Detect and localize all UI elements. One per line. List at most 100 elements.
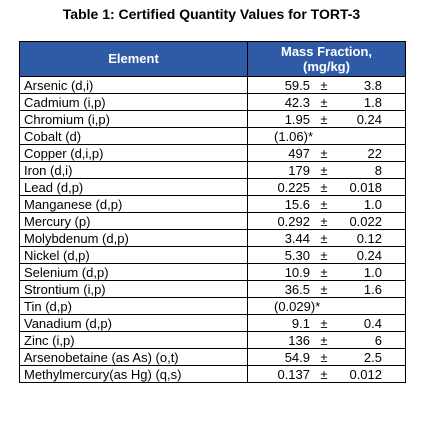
uncertainty-value: 0.24 <box>356 247 382 263</box>
plus-minus-sign: ± <box>320 77 328 93</box>
table-row: Selenium (d,p) 10.9 ±1.0 <box>19 263 406 281</box>
element-name-cell: Lead (d,p) <box>19 178 248 196</box>
mass-fraction-cell: 15.6 ±1.0 <box>247 195 406 213</box>
table-row: Vanadium (d,p) 9.1 ±0.4 <box>19 314 406 332</box>
mass-fraction-cell: 136 ±6 <box>247 331 406 349</box>
mass-fraction-cell: 0.137 ±0.012 <box>247 365 406 383</box>
table-row: Tin (d,p) (0.029)* <box>19 297 406 315</box>
element-name-cell: Vanadium (d,p) <box>19 314 248 332</box>
element-name-cell: Zinc (i,p) <box>19 331 248 349</box>
uncertainty-value: 0.12 <box>356 230 382 246</box>
table-row: Methylmercury(as Hg) (q,s) 0.137 ±0.012 <box>19 365 406 383</box>
mass-fraction-value: 3.44 <box>284 230 310 246</box>
plus-minus-sign: ± <box>320 162 328 178</box>
indicative-value: (0.029)* <box>274 298 321 314</box>
table-row: Molybdenum (d,p) 3.44 ±0.12 <box>19 229 406 247</box>
element-name-cell: Arsenobetaine (as As) (o,t) <box>19 348 248 366</box>
uncertainty-value: 1.0 <box>363 196 382 212</box>
plus-minus-sign: ± <box>320 281 328 297</box>
mass-fraction-value: 0.225 <box>277 179 310 195</box>
mass-fraction-value: 15.6 <box>284 196 310 212</box>
mass-fraction-value: 59.5 <box>284 77 310 93</box>
uncertainty-value: 1.0 <box>363 264 382 280</box>
plus-minus-sign: ± <box>320 315 328 331</box>
plus-minus-sign: ± <box>320 94 328 110</box>
element-name-cell: Mercury (p) <box>19 212 248 230</box>
mass-fraction-cell: 5.30 ±0.24 <box>247 246 406 264</box>
mass-fraction-value: 10.9 <box>284 264 310 280</box>
uncertainty-value: 1.8 <box>363 94 382 110</box>
table-row: Lead (d,p) 0.225 ±0.018 <box>19 178 406 196</box>
table-row: Arsenic (d,i) 59.5 ±3.8 <box>19 76 406 94</box>
plus-minus-sign: ± <box>320 230 328 246</box>
mass-fraction-value: 1.95 <box>284 111 310 127</box>
mass-fraction-cell: 42.3 ±1.8 <box>247 93 406 111</box>
plus-minus-sign: ± <box>320 366 328 382</box>
element-name-cell: Copper (d,i,p) <box>19 144 248 162</box>
mass-fraction-cell: 3.44 ±0.12 <box>247 229 406 247</box>
mass-fraction-cell: 10.9 ±1.0 <box>247 263 406 281</box>
mass-fraction-cell: 9.1 ±0.4 <box>247 314 406 332</box>
table-row: Iron (d,i) 179 ±8 <box>19 161 406 179</box>
uncertainty-value: 8 <box>374 162 382 178</box>
uncertainty-value: 1.6 <box>363 281 382 297</box>
certified-values-table: Element Mass Fraction, (mg/kg) Arsenic (… <box>19 41 406 383</box>
mass-fraction-cell: 59.5 ±3.8 <box>247 76 406 94</box>
uncertainty-value: 6 <box>374 332 382 348</box>
plus-minus-sign: ± <box>320 111 328 127</box>
plus-minus-sign: ± <box>320 179 328 195</box>
mass-fraction-cell: 36.5 ±1.6 <box>247 280 406 298</box>
table-row: Manganese (d,p) 15.6 ±1.0 <box>19 195 406 213</box>
uncertainty-value: 3.8 <box>363 77 382 93</box>
mass-fraction-header-line2: (mg/kg) <box>303 59 350 74</box>
table-row: Arsenobetaine (as As) (o,t) 54.9 ±2.5 <box>19 348 406 366</box>
plus-minus-sign: ± <box>320 349 328 365</box>
element-name-cell: Iron (d,i) <box>19 161 248 179</box>
uncertainty-value: 2.5 <box>363 349 382 365</box>
table-title: Table 1: Certified Quantity Values for T… <box>62 6 361 22</box>
uncertainty-value: 0.012 <box>349 366 382 382</box>
mass-fraction-cell: 0.292 ±0.022 <box>247 212 406 230</box>
plus-minus-sign: ± <box>320 196 328 212</box>
table-row: Nickel (d,p) 5.30 ±0.24 <box>19 246 406 264</box>
uncertainty-value: 0.4 <box>363 315 382 331</box>
uncertainty-value: 0.24 <box>356 111 382 127</box>
table-row: Mercury (p) 0.292 ±0.022 <box>19 212 406 230</box>
element-name-cell: Chromium (i,p) <box>19 110 248 128</box>
element-name-cell: Arsenic (d,i) <box>19 76 248 94</box>
indicative-value: (1.06)* <box>274 128 314 144</box>
mass-fraction-cell: 54.9 ±2.5 <box>247 348 406 366</box>
uncertainty-value: 0.022 <box>349 213 382 229</box>
mass-fraction-value: 497 <box>288 145 310 161</box>
plus-minus-sign: ± <box>320 264 328 280</box>
mass-fraction-value: 136 <box>288 332 310 348</box>
table-row: Strontium (i,p) 36.5 ±1.6 <box>19 280 406 298</box>
table-row: Cadmium (i,p) 42.3 ±1.8 <box>19 93 406 111</box>
element-name-cell: Manganese (d,p) <box>19 195 248 213</box>
plus-minus-sign: ± <box>320 332 328 348</box>
mass-fraction-value: 5.30 <box>284 247 310 263</box>
mass-fraction-cell: (0.029)* <box>247 297 406 315</box>
mass-fraction-cell: 0.225 ±0.018 <box>247 178 406 196</box>
mass-fraction-value: 9.1 <box>291 315 310 331</box>
plus-minus-sign: ± <box>320 145 328 161</box>
mass-fraction-value: 42.3 <box>284 94 310 110</box>
table-row: Cobalt (d) (1.06)* <box>19 127 406 145</box>
plus-minus-sign: ± <box>320 213 328 229</box>
element-name-cell: Nickel (d,p) <box>19 246 248 264</box>
uncertainty-value: 0.018 <box>349 179 382 195</box>
table-header-row: Element Mass Fraction, (mg/kg) <box>19 41 406 77</box>
element-name-cell: Cadmium (i,p) <box>19 93 248 111</box>
mass-fraction-column-header: Mass Fraction, (mg/kg) <box>247 41 406 77</box>
mass-fraction-value: 179 <box>288 162 310 178</box>
table-row: Zinc (i,p) 136 ±6 <box>19 331 406 349</box>
element-name-cell: Cobalt (d) <box>19 127 248 145</box>
mass-fraction-cell: 179 ±8 <box>247 161 406 179</box>
mass-fraction-value: 36.5 <box>284 281 310 297</box>
mass-fraction-cell: 1.95 ±0.24 <box>247 110 406 128</box>
element-name-cell: Tin (d,p) <box>19 297 248 315</box>
table-body: Arsenic (d,i) 59.5 ±3.8 Cadmium (i,p) 42.3 ±1… <box>19 76 406 383</box>
element-name-cell: Strontium (i,p) <box>19 280 248 298</box>
plus-minus-sign: ± <box>320 247 328 263</box>
mass-fraction-header-line1: Mass Fraction, <box>280 44 373 59</box>
